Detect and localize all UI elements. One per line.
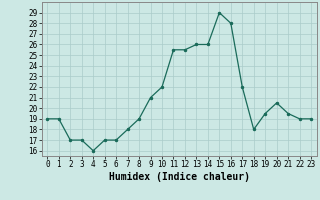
X-axis label: Humidex (Indice chaleur): Humidex (Indice chaleur) [109, 172, 250, 182]
